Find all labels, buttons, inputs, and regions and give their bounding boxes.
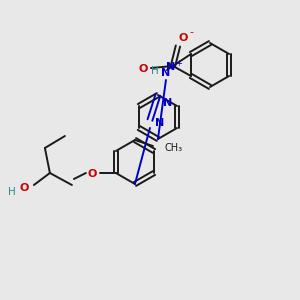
Text: -: - [190, 27, 194, 37]
Text: +: + [176, 59, 182, 68]
Text: N: N [161, 68, 171, 78]
Text: N: N [155, 118, 165, 128]
Text: CH₃: CH₃ [165, 143, 183, 153]
Text: N: N [166, 62, 176, 72]
Text: O: O [19, 183, 28, 193]
Text: O: O [138, 64, 148, 74]
Text: N: N [163, 98, 172, 108]
Text: H: H [151, 66, 159, 76]
Text: O: O [178, 33, 188, 43]
Text: O: O [87, 169, 97, 179]
Text: H: H [8, 187, 16, 197]
